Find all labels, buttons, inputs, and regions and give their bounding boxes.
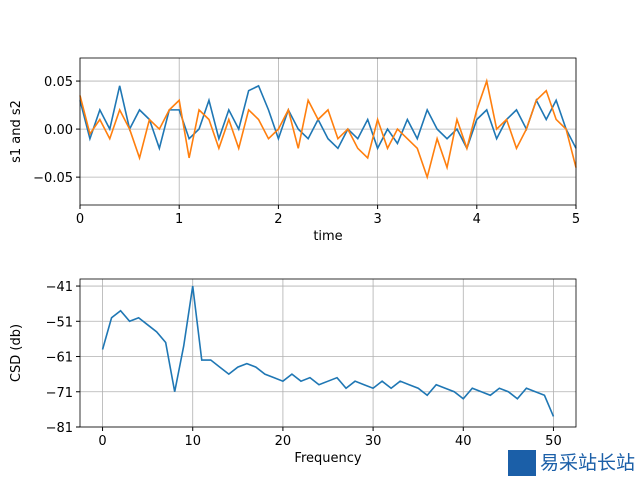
- axes-frame: [79, 278, 577, 428]
- watermark: 易采站长站: [540, 452, 635, 474]
- y-tick-label: −61: [46, 351, 73, 366]
- y-tick-label: 0.00: [44, 123, 73, 138]
- y-axis-label: s1 and s2: [9, 100, 24, 163]
- y-tick-label: −71: [46, 386, 73, 401]
- y-tick-label: −81: [46, 421, 73, 436]
- series-line: [101, 285, 555, 417]
- x-tick-label: 0: [98, 434, 106, 449]
- x-tick-label: 2: [274, 212, 282, 227]
- x-axis-label: Frequency: [294, 451, 361, 466]
- series-line: [79, 78, 577, 180]
- x-tick-label: 40: [455, 434, 472, 449]
- x-tick-label: 5: [572, 212, 580, 227]
- x-tick-label: 50: [545, 434, 562, 449]
- x-tick-label: 10: [184, 434, 201, 449]
- y-tick-label: −41: [46, 280, 73, 295]
- x-tick-label: 0: [76, 212, 84, 227]
- y-tick-label: 0.05: [44, 75, 73, 90]
- x-tick-label: 30: [365, 434, 382, 449]
- series-line: [79, 84, 577, 152]
- x-tick-label: 20: [275, 434, 292, 449]
- x-tick-label: 1: [175, 212, 183, 227]
- x-tick-label: 4: [473, 212, 481, 227]
- watermark-icon: [508, 450, 536, 476]
- y-axis-label: CSD (db): [9, 324, 24, 382]
- x-axis-label: time: [313, 229, 342, 244]
- y-tick-label: −51: [46, 315, 73, 330]
- axes-frame: [79, 57, 577, 206]
- y-tick-label: −0.05: [33, 171, 73, 186]
- x-tick-label: 3: [373, 212, 381, 227]
